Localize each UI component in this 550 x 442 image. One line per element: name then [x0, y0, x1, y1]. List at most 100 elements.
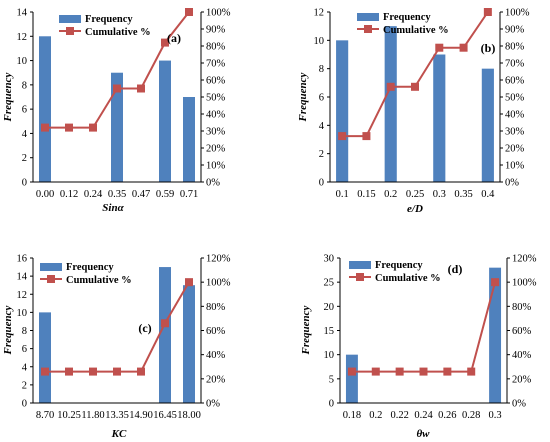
y2-tick-label: 70% [505, 59, 525, 70]
x-tick-label: 8.70 [36, 410, 54, 421]
x-tick-label: 0.26 [438, 410, 456, 421]
cumulative-point [185, 8, 193, 16]
cumulative-point [411, 82, 419, 91]
legend-label-frequency: Frequency [383, 12, 431, 23]
y2-tick-label: 0% [206, 399, 220, 410]
x-tick-label: 0.22 [390, 410, 408, 421]
cumulative-point [185, 278, 193, 287]
cumulative-point [347, 367, 356, 376]
x-tick-label: 0.71 [180, 189, 198, 200]
x-tick-label: 0.00 [36, 189, 54, 200]
y2-tick-label: 20% [505, 144, 525, 155]
bar-0.3 [433, 54, 446, 182]
x-tick-label: 0.28 [462, 410, 480, 421]
legend-swatch-frequency [357, 13, 379, 21]
y2-tick-label: 90% [206, 25, 226, 36]
y-axis-label: Frequency [2, 305, 14, 355]
y-tick-label: 30 [324, 254, 335, 265]
x-tick-label: 10.25 [57, 410, 81, 421]
cumulative-point [137, 84, 145, 93]
cumulative-line [351, 281, 497, 373]
legend-marker-cumulative [47, 275, 55, 283]
y2-tick-label: 50% [206, 93, 226, 104]
y-tick-label: 6 [319, 93, 324, 104]
legend-label-frequency: Frequency [375, 260, 423, 271]
cumulative-point [89, 367, 97, 376]
y2-tick-label: 70% [206, 59, 226, 70]
legend-marker-cumulative [356, 273, 364, 281]
y2-tick-label: 40% [512, 350, 532, 361]
x-tick-label: 0.4 [481, 189, 495, 200]
cumulative-point [113, 84, 121, 93]
cumulative-point [41, 367, 49, 376]
cumulative-point [419, 367, 428, 376]
legend-swatch-frequency [40, 263, 62, 271]
y-tick-label: 2 [22, 380, 27, 391]
y-axis-label: Frequency [297, 72, 309, 122]
y-tick-label: 2 [22, 153, 27, 164]
legend: Frequency Cumulative % [349, 260, 441, 284]
x-tick-label: 13.35 [105, 410, 129, 421]
legend-label-cumulative: Cumulative % [383, 25, 449, 36]
x-tick-label: 0.47 [132, 189, 150, 200]
y2-tick-label: 60% [206, 326, 226, 337]
cumulative-point [435, 43, 444, 52]
cumulative-point [89, 123, 97, 132]
cumulative-point [65, 367, 73, 376]
x-tick-label: 0.3 [433, 189, 446, 200]
bar-0.18 [345, 354, 358, 403]
y-tick-label: 0 [319, 178, 324, 189]
bar-0.1 [336, 40, 349, 183]
legend-marker-cumulative [66, 27, 74, 35]
y2-tick-label: 100% [512, 278, 537, 289]
y2-tick-label: 80% [206, 42, 226, 53]
legend-label-cumulative: Cumulative % [66, 275, 132, 286]
cumulative-point [161, 319, 169, 328]
y-tick-label: 0 [22, 178, 27, 189]
cumulative-point [338, 132, 347, 141]
x-tick-label: 0.35 [454, 189, 472, 200]
bar-0.35 [111, 72, 123, 182]
x-tick-label: 0.3 [489, 410, 502, 421]
y2-tick-label: 120% [512, 254, 537, 265]
x-tick-label: 0.59 [156, 189, 174, 200]
y2-tick-label: 90% [505, 25, 525, 36]
y-tick-label: 10 [324, 350, 335, 361]
y-axis-label: Frequency [2, 72, 14, 122]
cumulative-point [371, 367, 380, 376]
y2-tick-label: 10% [206, 161, 226, 172]
y2-tick-label: 60% [206, 76, 226, 87]
bar-0.2 [384, 26, 397, 182]
bar-16.45 [159, 267, 171, 403]
y-tick-label: 5 [329, 374, 334, 385]
chart-panel-a: 0 2 4 6 8 10 12 14 0% 10% 20% 30% 40% 50% 60% 70% 80% 90%… [2, 8, 231, 215]
legend-label-frequency: Frequency [85, 14, 133, 25]
cumulative-point [41, 123, 49, 132]
y-tick-label: 6 [22, 344, 27, 355]
y2-tick-label: 120% [206, 254, 231, 265]
y2-tick-label: 0% [505, 178, 519, 189]
y-tick-label: 0 [22, 399, 27, 410]
cumulative-point [161, 38, 169, 47]
y2-tick-label: 0% [512, 399, 526, 410]
x-axis-label: θw [416, 428, 430, 440]
y2-tick-label: 40% [505, 110, 525, 121]
legend-label-frequency: Frequency [66, 262, 114, 273]
bar-8.70 [39, 312, 51, 403]
x-tick-label: 16.45 [153, 410, 177, 421]
y-tick-label: 12 [314, 8, 325, 19]
cumulative-point [459, 43, 468, 52]
panel-label: (a) [167, 31, 181, 45]
y2-tick-label: 20% [206, 144, 226, 155]
chart-panel-d: 0 5 10 15 20 25 30 0% 20% 40% 60% 80% 100% 120% 0.18 0.… [300, 254, 537, 441]
legend-label-cumulative: Cumulative % [85, 27, 151, 38]
x-tick-label: 0.12 [60, 189, 78, 200]
x-tick-label: 0.15 [357, 189, 375, 200]
bar-0.59 [159, 60, 171, 183]
bar-0.3 [489, 267, 502, 403]
legend: Frequency Cumulative % [357, 12, 449, 36]
cumulative-point [65, 123, 73, 132]
y-tick-label: 25 [324, 278, 335, 289]
y2-tick-label: 80% [512, 302, 532, 313]
